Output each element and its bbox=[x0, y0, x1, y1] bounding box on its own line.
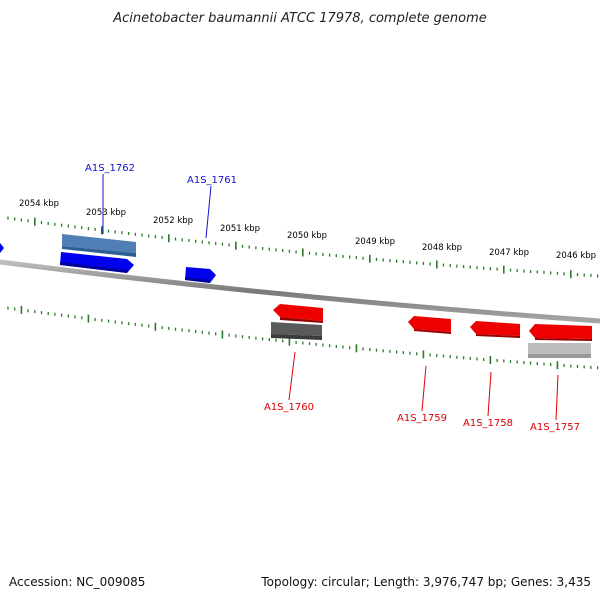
scale-label-2048: 2048 kbp bbox=[422, 243, 462, 253]
gene-A1S_1762-cds-shadow bbox=[62, 246, 136, 257]
gene-A1S_1758-arrow[interactable] bbox=[470, 321, 520, 336]
gene-A1S_1759-arrow-shadow bbox=[414, 329, 451, 334]
gene-A1S_1757[interactable] bbox=[528, 324, 592, 358]
gene-label-A1S_1758[interactable]: A1S_1758 bbox=[463, 418, 513, 429]
upper-tick-ruler bbox=[7, 216, 599, 279]
map-title: Acinetobacter baumannii ATCC 17978, comp… bbox=[112, 11, 487, 26]
gene-A1S_1758[interactable] bbox=[470, 321, 520, 338]
gene-A1S_1757-cds-bar[interactable] bbox=[528, 343, 591, 354]
gene-A1S_1762-arrow[interactable] bbox=[60, 252, 134, 273]
lower-tick-ruler bbox=[7, 305, 599, 370]
gene-A1S_1759[interactable] bbox=[408, 316, 451, 334]
gene-A1S_1762[interactable] bbox=[60, 234, 136, 273]
leader-line-A1S_1761 bbox=[205, 185, 212, 239]
scale-label-2047: 2047 kbp bbox=[489, 248, 529, 258]
scale-label-2053: 2053 kbp bbox=[86, 208, 126, 218]
gene-A1S_1760-cds-bar[interactable] bbox=[271, 322, 322, 336]
gene-A1S_1758-arrow-shadow bbox=[476, 334, 520, 338]
gene-A1S_1761-arrow-shadow bbox=[185, 277, 210, 283]
scale-label-2051: 2051 kbp bbox=[220, 224, 260, 234]
leader-line-A1S_1760 bbox=[288, 351, 296, 401]
accession-text: Accession: NC_009085 bbox=[9, 575, 145, 589]
gene-A1S_1761[interactable] bbox=[185, 267, 216, 283]
gene-A1S_1757-arrow[interactable] bbox=[529, 324, 592, 339]
gene-A1S_1760-cds-shadow bbox=[271, 334, 322, 340]
leader-line-A1S_1757 bbox=[555, 374, 559, 421]
scale-label-2054: 2054 kbp bbox=[19, 199, 59, 209]
scale-label-2052: 2052 kbp bbox=[153, 216, 193, 226]
gene-label-A1S_1759[interactable]: A1S_1759 bbox=[397, 413, 447, 424]
gene-A1S_1757-arrow-shadow bbox=[535, 338, 592, 341]
scale-label-2046: 2046 kbp bbox=[556, 251, 596, 261]
gene-label-A1S_1760[interactable]: A1S_1760 bbox=[264, 402, 314, 413]
gene-A1S_1760-arrow[interactable] bbox=[273, 304, 323, 321]
gene-A1S_1760[interactable] bbox=[271, 304, 323, 340]
leader-line-A1S_1759 bbox=[421, 365, 427, 412]
gene-A1S_1757-cds-shadow bbox=[528, 354, 591, 358]
gene-A1S_1760-arrow-shadow bbox=[280, 317, 323, 323]
gene-label-A1S_1761[interactable]: A1S_1761 bbox=[187, 175, 237, 186]
gene-label-A1S_1757[interactable]: A1S_1757 bbox=[530, 422, 580, 433]
genome-backbone bbox=[0, 259, 600, 324]
gene-label-A1S_1762[interactable]: A1S_1762 bbox=[85, 163, 135, 174]
topology-summary-text: Topology: circular; Length: 3,976,747 bp… bbox=[260, 575, 591, 589]
gene-A1S_1762-cds-bar[interactable] bbox=[62, 234, 136, 253]
gene-arrow-partial-forward[interactable] bbox=[0, 243, 4, 253]
leader-line-A1S_1758 bbox=[487, 371, 492, 417]
gene-A1S_1759-arrow[interactable] bbox=[408, 316, 451, 332]
scale-label-2050: 2050 kbp bbox=[287, 231, 327, 241]
scale-label-2049: 2049 kbp bbox=[355, 237, 395, 247]
gene-A1S_1762-arrow-shadow bbox=[60, 262, 127, 273]
